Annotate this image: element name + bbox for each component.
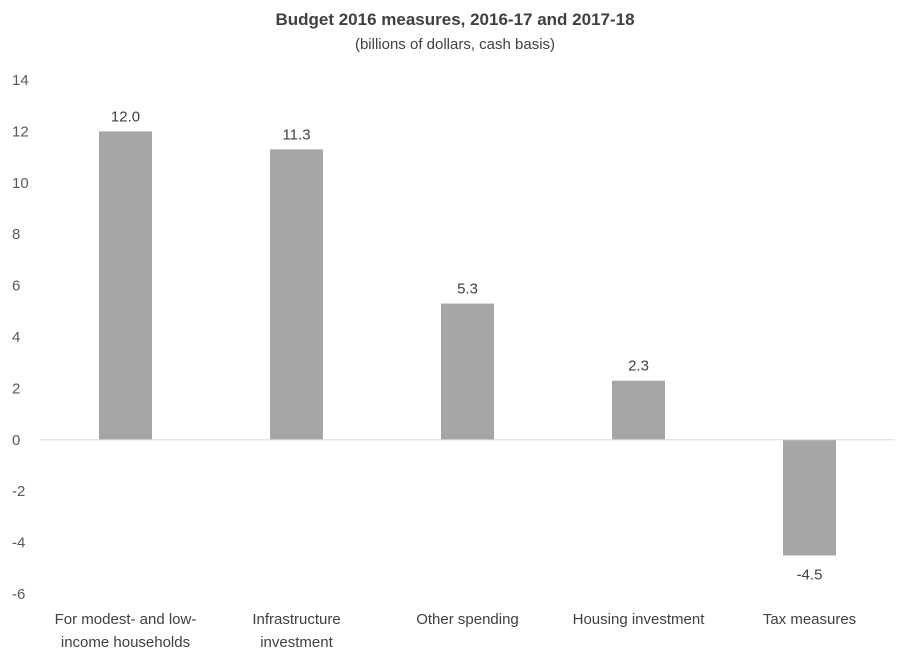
data-label: 11.3 (282, 126, 310, 143)
y-tick-label: -6 (12, 586, 25, 603)
bar (441, 303, 494, 440)
bar (612, 380, 665, 440)
data-label: 12.0 (111, 108, 140, 125)
x-tick-label: Other spending (416, 611, 519, 628)
y-tick-label: 2 (12, 380, 20, 397)
data-label: 5.3 (457, 281, 478, 298)
y-tick-label: 0 (12, 432, 20, 449)
chart-subtitle: (billions of dollars, cash basis) (354, 36, 556, 53)
y-tick-label: 8 (12, 226, 20, 243)
bar (783, 439, 836, 556)
y-tick-label: 4 (12, 329, 20, 346)
bar (99, 131, 152, 440)
data-label: -4.5 (797, 566, 823, 583)
bar (270, 149, 323, 440)
y-tick-label: 14 (12, 72, 29, 89)
y-tick-label: 10 (12, 175, 29, 192)
y-tick-label: -2 (12, 483, 25, 500)
data-label: 2.3 (628, 358, 649, 375)
x-tick-label: Infrastructure investment (252, 611, 340, 651)
y-tick-label: 12 (12, 123, 29, 140)
chart-title: Budget 2016 measures, 2016-17 and 2017-1… (275, 10, 635, 29)
x-tick-label: Tax measures (763, 611, 856, 628)
x-tick-label: For modest- and low-income households (55, 611, 197, 651)
y-tick-label: -4 (12, 535, 25, 552)
y-tick-label: 6 (12, 278, 20, 295)
x-tick-label: Housing investment (573, 611, 706, 628)
